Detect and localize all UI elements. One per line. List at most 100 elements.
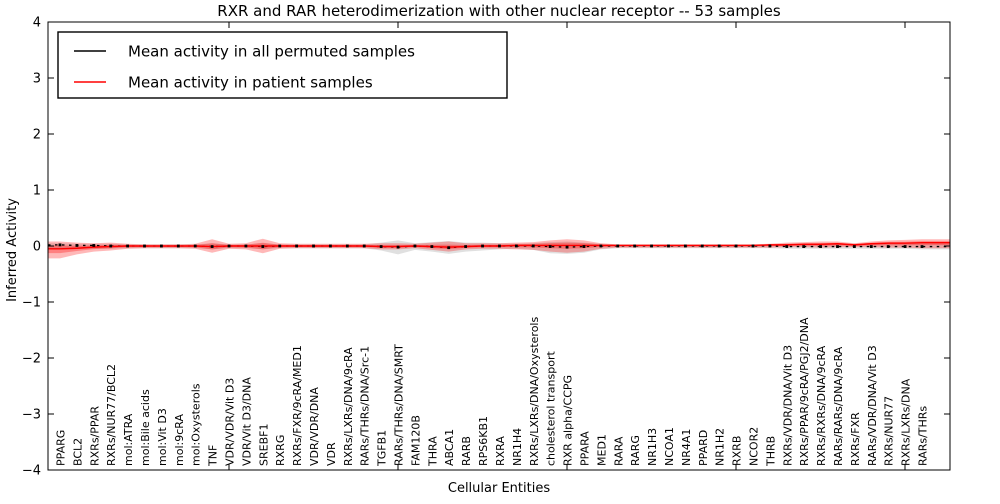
data-marker [92,244,96,247]
x-category-label: RXRs/LXRs/DNA/Oxysterols [528,317,541,466]
data-marker [109,244,113,248]
x-category-label: PPARD [697,430,710,466]
data-marker [447,246,451,250]
x-category-label: RPS6KB1 [477,416,490,466]
x-category-label: VDR/VDR/Vit D3 [224,378,237,466]
data-marker [210,245,214,248]
x-category-label: NCOA1 [663,427,676,466]
x-category-label: TGFB1 [376,430,389,467]
x-category-label: RXRB [731,436,744,466]
y-tick-label: −2 [22,352,41,367]
x-category-label: SREBF1 [257,424,270,466]
data-marker [329,244,332,248]
data-marker [379,245,383,248]
x-category-label: RARB [460,436,473,466]
data-marker [802,245,806,248]
data-marker [278,244,282,248]
data-marker [700,244,704,248]
data-marker [565,245,569,249]
x-category-label: FAM120B [409,415,422,466]
data-marker [312,244,315,248]
x-category-label: VDR/VDR/DNA [308,387,321,466]
x-category-label: VDR [325,442,338,466]
data-marker [836,245,839,248]
x-category-label: RXRs/NUR77 [883,396,896,466]
data-marker [75,244,79,247]
data-marker [58,243,62,247]
x-category-label: PPARG [55,430,68,466]
y-tick-label: 0 [33,240,41,255]
x-category-label: NR1H4 [511,428,524,466]
data-marker [903,245,907,248]
data-marker [650,244,653,248]
x-category-label: NR1H3 [646,428,659,466]
data-marker [160,244,163,248]
confidence-bands [48,238,950,259]
x-category-label: mol:Bile acids [139,389,152,466]
patient-samples-range-band [48,238,950,259]
x-category-label: RARs/VDR/DNA/Vit D3 [866,345,879,466]
x-category-label: RARs/THRs/DNA/Src-1 [359,346,372,466]
x-category-label: mol:Oxysterols [190,383,203,466]
x-category-label: NCOR2 [747,427,760,466]
x-category-label: RXR alpha/CCPG [562,375,575,466]
x-category-label: cholesterol transport [545,351,558,466]
x-category-label: RXRs/FXR/9cRA/MED1 [291,345,304,466]
series-lines [48,241,950,250]
x-category-label: RARG [629,435,642,466]
x-category-label: RXRs/LXRs/DNA/9cRA [342,347,355,466]
data-marker [345,244,349,248]
x-category-label: RXRs/FXR [849,412,862,466]
x-category-label: ABCA1 [443,429,456,466]
data-marker [362,244,366,248]
data-marker [852,245,856,248]
legend-box [57,31,508,99]
data-marker [531,244,535,248]
chart-title: RXR and RAR heterodimerization with othe… [217,2,781,20]
data-marker [261,245,265,248]
x-category-label: RXRs/PPAR [88,406,101,466]
data-marker [193,244,197,248]
x-category-label: RARs/RARs/DNA/9cRA [832,346,845,466]
x-category-label: TNF [207,445,220,467]
x-category-label: mol:Vit D3 [156,408,169,466]
x-category-label: MED1 [595,434,608,466]
x-category-label: VDR/Vit D3/DNA [240,377,253,466]
legend: Mean activity in all permuted samples Mea… [57,31,508,99]
data-marker [514,244,518,248]
data-marker [126,244,130,248]
data-marker [227,244,231,248]
data-marker [582,245,586,248]
axes-frame [47,21,951,471]
y-tick-label: 4 [33,16,41,31]
x-category-label: RARs/THRs [917,406,930,466]
y-tick-label: 3 [33,72,41,87]
data-marker [785,245,789,248]
x-category-label: PPARA [578,431,591,466]
data-marker [599,244,603,248]
data-marker [819,245,822,248]
legend-entry-label: Mean activity in all permuted samples [128,43,415,61]
tick-labels: 4 3 2 1 0 −1 −2 −3 −4 PPARG BCL2 RXRs/PPAR RXRs/NUR7… [22,16,930,479]
y-axis-label: Inferred Activity [5,198,20,302]
data-marker [616,244,620,248]
data-marker [869,245,873,248]
data-marker [717,244,721,248]
data-marker [886,245,890,248]
data-marker [920,245,924,248]
data-marker [464,245,468,248]
y-tick-label: −3 [22,408,41,423]
y-tick-label: 2 [33,128,41,143]
x-category-label: NR1H2 [714,428,727,466]
x-category-label: RXRs/PPAR/9cRA/PGJ2/DNA [798,317,811,466]
data-marker [734,244,738,248]
data-marker [244,244,248,248]
data-marker [481,244,484,248]
x-category-label: NR4A1 [680,429,693,466]
data-marker [548,245,552,248]
data-marker [751,244,755,248]
x-category-label: THRB [764,436,777,467]
x-category-label: mol:9cRA [173,414,186,466]
